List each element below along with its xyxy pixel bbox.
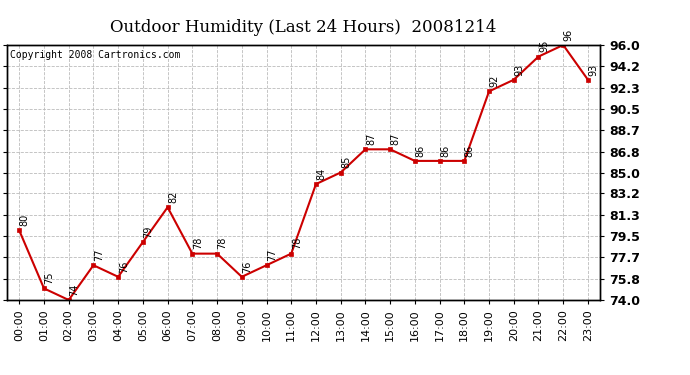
Text: 78: 78	[193, 237, 203, 249]
Text: 87: 87	[366, 133, 376, 145]
Text: 95: 95	[539, 40, 549, 53]
Text: 79: 79	[144, 225, 153, 238]
Text: 78: 78	[292, 237, 302, 249]
Text: 85: 85	[342, 156, 351, 168]
Text: 77: 77	[94, 249, 104, 261]
Text: 84: 84	[317, 168, 326, 180]
Text: 82: 82	[168, 191, 178, 203]
Text: 80: 80	[20, 214, 30, 226]
Text: 75: 75	[45, 272, 55, 284]
Text: 76: 76	[119, 260, 129, 273]
Text: 96: 96	[564, 28, 574, 41]
Text: 74: 74	[69, 284, 79, 296]
Text: 87: 87	[391, 133, 401, 145]
Text: Outdoor Humidity (Last 24 Hours)  20081214: Outdoor Humidity (Last 24 Hours) 2008121…	[110, 19, 497, 36]
Text: 93: 93	[514, 63, 524, 76]
Text: Copyright 2008 Cartronics.com: Copyright 2008 Cartronics.com	[10, 50, 180, 60]
Text: 92: 92	[490, 75, 500, 87]
Text: 78: 78	[217, 237, 228, 249]
Text: 93: 93	[589, 63, 598, 76]
Text: 86: 86	[465, 144, 475, 157]
Text: 76: 76	[242, 260, 253, 273]
Text: 86: 86	[415, 144, 426, 157]
Text: 86: 86	[440, 144, 450, 157]
Text: 77: 77	[267, 249, 277, 261]
